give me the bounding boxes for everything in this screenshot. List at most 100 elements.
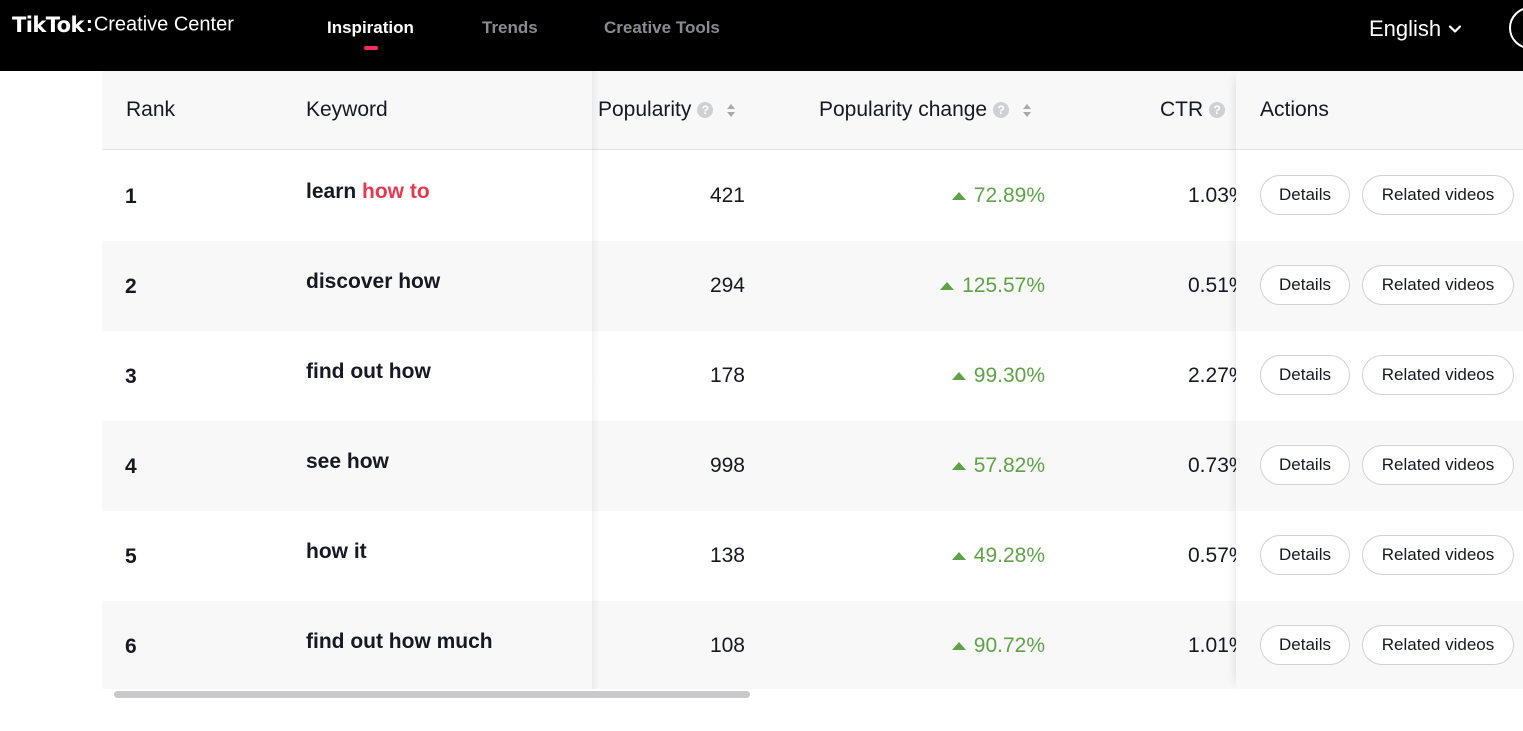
sort-icon[interactable]: [1023, 103, 1032, 117]
ctr-cell: 1.01%: [1188, 634, 1248, 657]
trend-up-icon: [940, 282, 955, 290]
change-value: 99.30%: [973, 364, 1045, 387]
popularity-change-cell: 72.89%: [882, 184, 1045, 208]
details-button[interactable]: Details: [1260, 175, 1350, 215]
actions-cell: Details Related videos: [1236, 331, 1523, 421]
popularity-change-cell: 125.57%: [882, 274, 1045, 298]
logo-tiktok-text: TikTok: [12, 13, 84, 37]
ctr-cell: 0.73%: [1188, 454, 1248, 477]
sticky-column-shadow: [592, 71, 600, 691]
keyword-text: find out how: [306, 360, 431, 383]
trend-up-icon: [951, 642, 966, 650]
column-header-actions: Actions: [1236, 71, 1523, 150]
column-label: CTR: [1160, 98, 1204, 121]
keyword-highlight: how to: [362, 180, 430, 203]
trend-up-icon: [951, 552, 966, 560]
horizontal-scrollbar[interactable]: [102, 689, 1523, 699]
column-label: Rank: [126, 98, 176, 121]
change-value: 57.82%: [973, 454, 1045, 477]
keyword-table: Rank Keyword Popularity ? Popularity cha…: [102, 71, 1523, 699]
ctr-cell: 0.57%: [1188, 544, 1248, 567]
keyword-cell[interactable]: learn how to: [306, 180, 430, 204]
help-icon[interactable]: ?: [697, 102, 714, 118]
nav-trends[interactable]: Trends: [482, 18, 538, 37]
popularity-cell: 998: [709, 454, 745, 477]
nav-inspiration[interactable]: Inspiration: [327, 18, 414, 37]
trend-up-icon: [951, 462, 966, 470]
change-value: 72.89%: [973, 184, 1045, 207]
keyword-text: discover how: [306, 270, 441, 293]
actions-cell: Details Related videos: [1236, 421, 1523, 511]
login-button-edge[interactable]: [1509, 7, 1523, 49]
details-button[interactable]: Details: [1260, 445, 1350, 485]
details-button[interactable]: Details: [1260, 535, 1350, 575]
related-videos-button[interactable]: Related videos: [1362, 265, 1514, 305]
popularity-cell: 178: [709, 364, 745, 387]
ctr-cell: 2.27%: [1188, 364, 1248, 387]
rank-cell: 2: [125, 275, 137, 298]
popularity-change-cell: 90.72%: [882, 634, 1045, 658]
keyword-cell[interactable]: how it: [306, 540, 367, 564]
chevron-down-icon: [1449, 25, 1462, 33]
related-videos-button[interactable]: Related videos: [1362, 445, 1514, 485]
rank-cell: 1: [125, 185, 137, 208]
help-icon[interactable]: ?: [1209, 102, 1226, 118]
change-value: 125.57%: [962, 274, 1045, 297]
top-navigation-bar: TikTok:Creative Center Inspiration Trend…: [0, 0, 1523, 71]
related-videos-button[interactable]: Related videos: [1362, 535, 1514, 575]
column-header-rank: Rank: [126, 98, 175, 122]
actions-cell: Details Related videos: [1236, 601, 1523, 691]
change-value: 90.72%: [973, 634, 1045, 657]
popularity-change-cell: 57.82%: [882, 454, 1045, 478]
rank-cell: 4: [125, 455, 137, 478]
sort-icon[interactable]: [727, 103, 736, 117]
column-header-popularity[interactable]: Popularity ?: [598, 98, 736, 122]
scrollbar-thumb[interactable]: [114, 691, 750, 698]
popularity-cell: 138: [709, 544, 745, 567]
column-header-ctr: CTR ?: [1160, 98, 1226, 122]
details-button[interactable]: Details: [1260, 265, 1350, 305]
nav-active-indicator: [364, 46, 378, 50]
rank-cell: 5: [125, 545, 137, 568]
tiktok-creative-center-logo[interactable]: TikTok:Creative Center: [12, 13, 234, 37]
rank-cell: 6: [125, 635, 137, 658]
popularity-cell: 294: [709, 274, 745, 297]
trend-up-icon: [951, 372, 966, 380]
popularity-change-cell: 99.30%: [882, 364, 1045, 388]
details-button[interactable]: Details: [1260, 625, 1350, 665]
keyword-text: learn: [306, 180, 363, 203]
related-videos-button[interactable]: Related videos: [1362, 625, 1514, 665]
actions-column: Actions Details Related videos Details Rela…: [1236, 71, 1523, 691]
logo-product-text: Creative Center: [93, 13, 234, 36]
nav-creative-tools[interactable]: Creative Tools: [604, 18, 720, 37]
column-header-keyword: Keyword: [306, 98, 388, 122]
related-videos-button[interactable]: Related videos: [1362, 175, 1514, 215]
keyword-cell[interactable]: find out how: [306, 360, 431, 384]
language-selector[interactable]: English: [1369, 16, 1463, 42]
change-value: 49.28%: [973, 544, 1045, 567]
actions-cell: Details Related videos: [1236, 241, 1523, 331]
keyword-cell[interactable]: discover how: [306, 270, 440, 294]
related-videos-button[interactable]: Related videos: [1362, 355, 1514, 395]
details-button[interactable]: Details: [1260, 355, 1350, 395]
keyword-text: how it: [306, 540, 367, 563]
help-icon[interactable]: ?: [993, 102, 1010, 118]
keyword-text: find out how much: [306, 630, 493, 653]
rank-cell: 3: [125, 365, 137, 388]
column-header-popularity-change[interactable]: Popularity change ?: [819, 98, 1032, 122]
column-label: Actions: [1260, 98, 1329, 121]
keyword-cell[interactable]: find out how much: [306, 630, 493, 654]
language-label: English: [1369, 16, 1442, 41]
ctr-cell: 1.03%: [1188, 184, 1248, 207]
keyword-cell[interactable]: see how: [306, 450, 389, 474]
column-label: Popularity change: [819, 98, 988, 121]
popularity-cell: 421: [709, 184, 745, 207]
keyword-text: see how: [306, 450, 389, 473]
actions-cell: Details Related videos: [1236, 151, 1523, 241]
column-label: Popularity: [598, 98, 692, 121]
popularity-cell: 108: [709, 634, 745, 657]
logo-separator: :: [85, 13, 93, 36]
ctr-cell: 0.51%: [1188, 274, 1248, 297]
trend-up-icon: [951, 192, 966, 200]
actions-cell: Details Related videos: [1236, 511, 1523, 601]
